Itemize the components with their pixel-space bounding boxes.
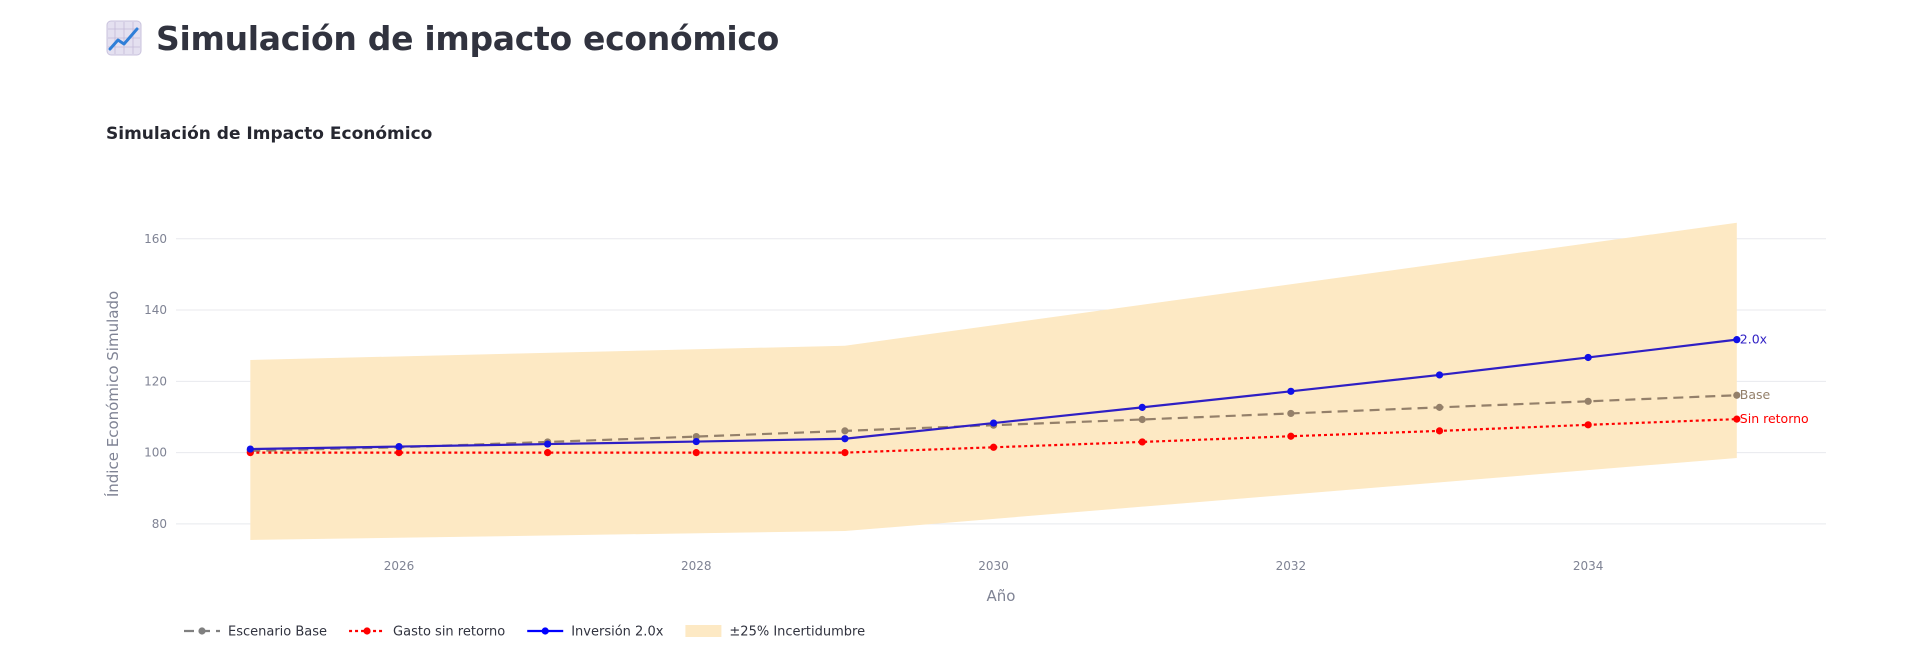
- y-tick-label: 120: [144, 374, 167, 388]
- y-tick-label: 140: [144, 303, 167, 317]
- data-point[interactable]: [989, 419, 998, 427]
- data-point[interactable]: [395, 449, 403, 457]
- x-axis-title: Año: [987, 587, 1016, 605]
- data-point[interactable]: [395, 442, 403, 451]
- data-point[interactable]: [692, 437, 700, 446]
- series-1: [246, 415, 1741, 457]
- legend-marker: [541, 627, 549, 635]
- legend-item[interactable]: Escenario Base: [184, 625, 327, 640]
- data-point[interactable]: [1733, 415, 1741, 423]
- x-tick-label: 2034: [1573, 559, 1604, 573]
- legend-label: Gasto sin retorno: [393, 625, 505, 640]
- y-tick-label: 100: [144, 446, 167, 460]
- series-layer: [246, 336, 1741, 457]
- series-end-label: Sin retorno: [1740, 411, 1809, 426]
- series-end-label: 2.0x: [1740, 332, 1767, 347]
- x-tick-label: 2032: [1276, 559, 1307, 573]
- series-2: [246, 336, 1741, 453]
- legend-marker: [363, 627, 371, 635]
- legend: Escenario Base Gasto sin retorno Inversión…: [184, 625, 865, 640]
- data-point[interactable]: [841, 449, 849, 457]
- legend-swatch: [685, 625, 722, 637]
- data-point[interactable]: [1435, 403, 1444, 411]
- legend-marker: [198, 627, 206, 635]
- legend-label: Inversión 2.0x: [571, 625, 663, 640]
- data-point[interactable]: [1733, 336, 1741, 344]
- series-line: [250, 418, 1737, 454]
- data-point[interactable]: [1138, 415, 1146, 424]
- x-tick-label: 2030: [978, 559, 1009, 573]
- data-point[interactable]: [1138, 403, 1146, 411]
- data-point[interactable]: [1733, 391, 1741, 399]
- legend-item[interactable]: Inversión 2.0x: [527, 625, 664, 640]
- uncertainty-band-layer: [250, 222, 1737, 540]
- data-point[interactable]: [246, 445, 254, 453]
- x-tick-label: 2026: [384, 559, 415, 573]
- data-point[interactable]: [1287, 387, 1295, 395]
- data-point[interactable]: [1287, 432, 1295, 440]
- data-point[interactable]: [1584, 397, 1592, 405]
- data-point[interactable]: [1138, 438, 1146, 446]
- series-end-label: Base: [1740, 387, 1771, 402]
- page-header: Simulación de impacto económico: [106, 16, 779, 60]
- data-point[interactable]: [544, 440, 552, 448]
- chart-title: Simulación de Impacto Económico: [106, 124, 433, 144]
- data-point[interactable]: [1435, 427, 1444, 435]
- data-point[interactable]: [841, 435, 849, 443]
- y-tick-label: 160: [144, 232, 167, 246]
- data-point[interactable]: [692, 432, 700, 441]
- data-point[interactable]: [1584, 353, 1592, 362]
- data-point[interactable]: [544, 449, 552, 457]
- x-tick-label: 2028: [681, 559, 712, 573]
- data-point[interactable]: [1584, 421, 1592, 429]
- data-point[interactable]: [692, 449, 700, 457]
- y-tick-label: 80: [152, 517, 167, 531]
- legend-item[interactable]: ±25% Incertidumbre: [685, 625, 865, 640]
- legend-label: Escenario Base: [228, 625, 327, 640]
- end-labels: Base Sin retorno 2.0x: [1740, 332, 1809, 426]
- page-title: Simulación de impacto económico: [156, 18, 780, 58]
- legend-item[interactable]: Gasto sin retorno: [349, 625, 505, 640]
- uncertainty-band: [250, 222, 1737, 540]
- data-point[interactable]: [841, 427, 849, 435]
- y-axis-title: Índice Económico Simulado: [103, 291, 122, 497]
- tick-labels: 80 100 120 140 160 2026 2028 2030 2032 2034: [144, 232, 1603, 573]
- data-point[interactable]: [1287, 409, 1295, 418]
- legend-label: ±25% Incertidumbre: [729, 625, 865, 640]
- data-point[interactable]: [1435, 371, 1444, 379]
- chart-increasing-icon: [106, 20, 142, 56]
- data-point[interactable]: [989, 443, 998, 451]
